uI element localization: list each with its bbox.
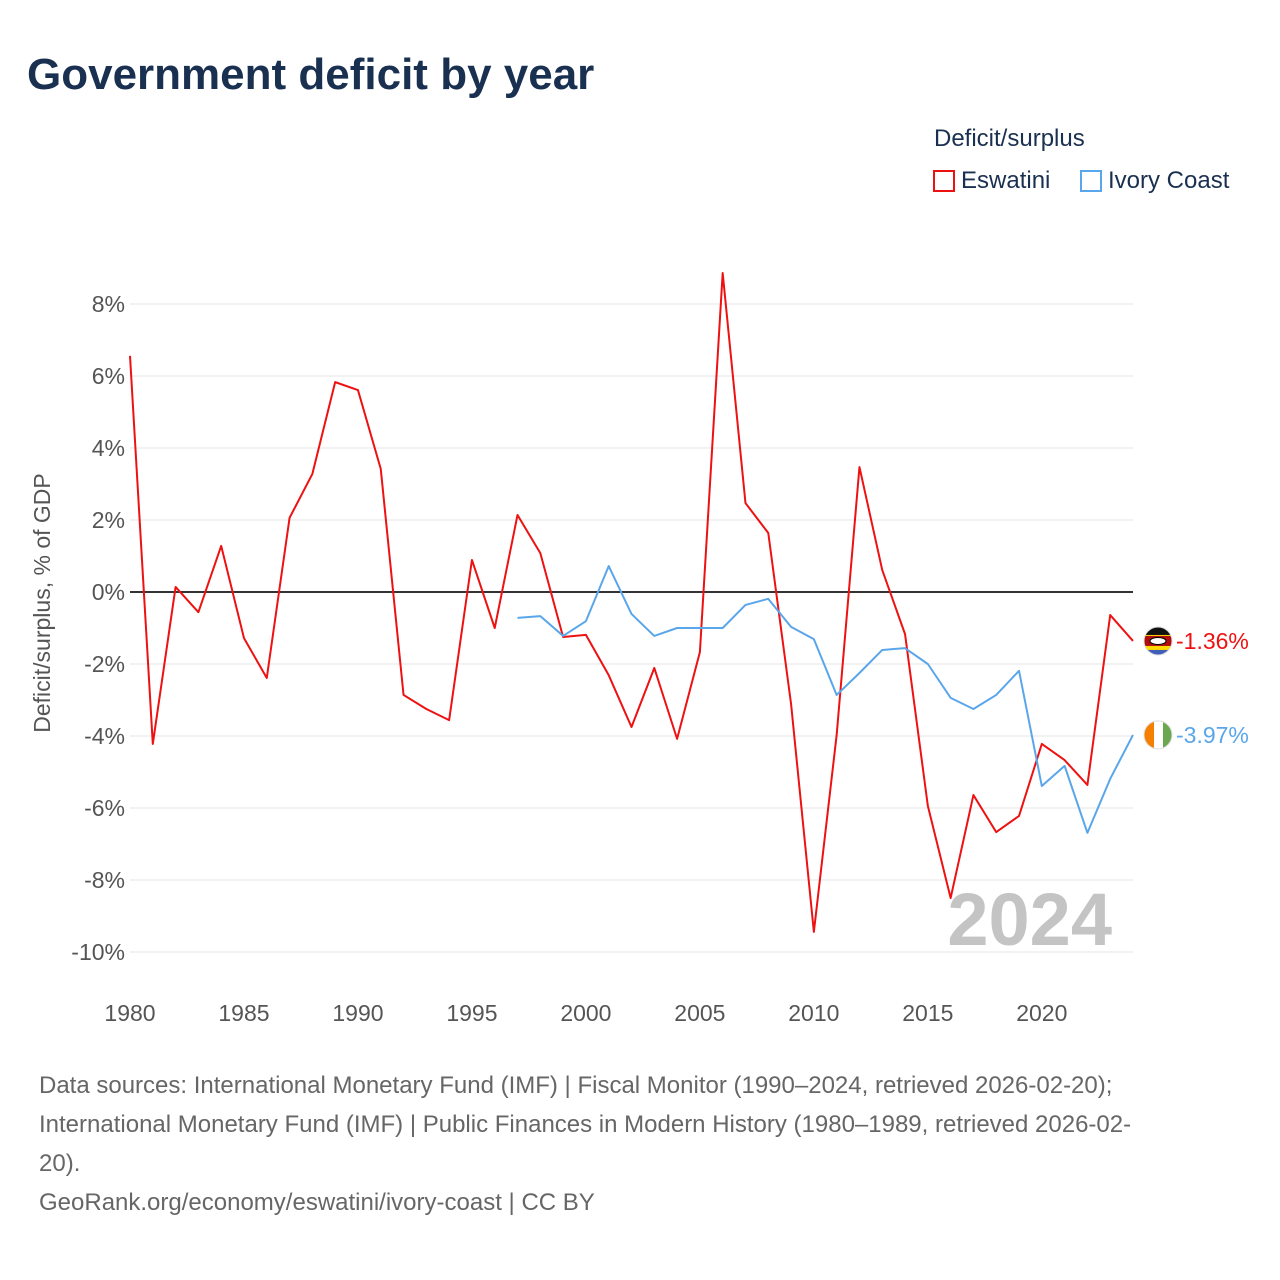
y-tick-label: -8% <box>84 867 125 893</box>
legend-label: Ivory Coast <box>1108 167 1230 194</box>
footer-sources: Data sources: International Monetary Fun… <box>39 1066 1239 1222</box>
footer-line: Data sources: International Monetary Fun… <box>39 1072 1113 1099</box>
legend-title: Deficit/surplus <box>934 125 1085 152</box>
series-line-eswatini[interactable] <box>129 272 1134 933</box>
end-label-ivory-coast: -3.97% <box>1176 722 1249 748</box>
series-line-ivory-coast[interactable] <box>517 565 1134 834</box>
chart-title: Government deficit by year <box>27 50 595 99</box>
x-tick-label: 1995 <box>446 1000 497 1026</box>
x-tick-label: 2020 <box>1016 1000 1067 1026</box>
footer-line: International Monetary Fund (IMF) | Publ… <box>39 1111 1132 1138</box>
footer-line: 20). <box>39 1150 81 1177</box>
y-tick-label: 6% <box>92 363 125 389</box>
end-label-eswatini: -1.36% <box>1176 628 1249 654</box>
x-tick-label: 2000 <box>560 1000 611 1026</box>
legend-label: Eswatini <box>961 167 1051 194</box>
flag-ivory-coast-icon <box>1143 720 1173 750</box>
legend-item-ivory-coast[interactable]: Ivory Coast <box>1080 167 1229 195</box>
x-tick-label: 2005 <box>674 1000 725 1026</box>
year-watermark: 2024 <box>947 878 1112 961</box>
legend-swatch <box>933 170 955 192</box>
y-axis-label: Deficit/surplus, % of GDP <box>29 473 55 732</box>
x-tick-label: 1990 <box>332 1000 383 1026</box>
footer-link[interactable]: GeoRank.org/economy/eswatini/ivory-coast… <box>39 1189 595 1216</box>
x-tick-label: 1985 <box>218 1000 269 1026</box>
x-tick-label: 2010 <box>788 1000 839 1026</box>
legend-item-eswatini[interactable]: Eswatini <box>933 167 1050 195</box>
flag-eswatini-icon <box>1143 626 1173 656</box>
y-tick-label: -6% <box>84 795 125 821</box>
y-tick-label: -4% <box>84 723 125 749</box>
y-tick-label: 4% <box>92 435 125 461</box>
x-tick-label: 1980 <box>104 1000 155 1026</box>
y-tick-label: -2% <box>84 651 125 677</box>
x-tick-label: 2015 <box>902 1000 953 1026</box>
y-tick-label: -10% <box>71 939 125 965</box>
legend-swatch <box>1080 170 1102 192</box>
y-tick-label: 0% <box>92 579 125 605</box>
y-tick-label: 8% <box>92 291 125 317</box>
y-tick-label: 2% <box>92 507 125 533</box>
